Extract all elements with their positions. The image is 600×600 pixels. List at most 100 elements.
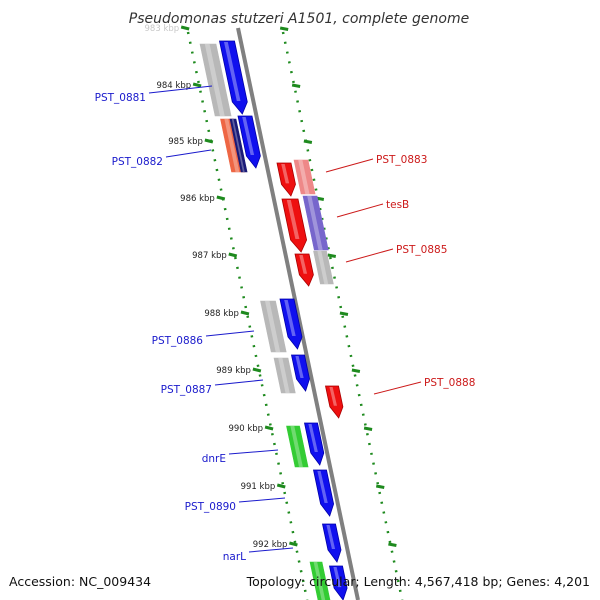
major-tick-inner	[228, 252, 238, 258]
feature-tracks	[199, 40, 348, 600]
cds-arrow-PST_0886-highlight	[284, 300, 296, 336]
label-leader	[148, 85, 213, 94]
major-tick-inner	[276, 483, 286, 489]
cds-arrow-next	[329, 565, 348, 600]
gene-label-reverse: PST_0888	[424, 377, 475, 389]
topology-text: Topology: circular; Length: 4,567,418 bp…	[246, 574, 590, 589]
tick-label: 986 kbp	[180, 194, 215, 204]
gc-box-0882-b	[229, 118, 248, 173]
major-tick-outer	[363, 426, 373, 431]
major-tick-inner	[264, 425, 274, 431]
gene-label-reverse: PST_0885	[396, 244, 447, 256]
cds-arrow-PST_0882-highlight	[242, 117, 255, 155]
label-leader	[238, 497, 286, 503]
gc-box-0882-highlight	[224, 119, 240, 172]
cds-arrow-PST_0881	[219, 40, 248, 115]
label-leader	[248, 547, 294, 553]
rna-box-narL-highlight	[313, 562, 326, 600]
tick-label: 985 kbp	[168, 137, 203, 147]
tick-label: 989 kbp	[216, 366, 251, 376]
cds-arrow-PST_0881-highlight	[224, 42, 241, 101]
cds-arrow-PST_0886	[279, 298, 303, 350]
outer-tick-ring	[281, 31, 404, 600]
rna-box-narL	[309, 561, 331, 600]
gene-label-forward: narL	[223, 551, 246, 563]
cds-arrow-PST_0887-highlight	[295, 356, 304, 378]
label-leader	[214, 379, 264, 386]
cds-arrow-PST_0890-highlight	[317, 471, 328, 503]
cds-arrow-next-highlight	[333, 567, 342, 588]
gc-box-0886	[260, 300, 287, 353]
cds-arrow-tesB-highlight	[286, 200, 300, 239]
tick-label: 990 kbp	[228, 424, 263, 434]
label-leader	[345, 248, 394, 263]
major-tick-inner	[216, 195, 226, 201]
label-leader	[373, 381, 422, 395]
inner-tick-ring	[186, 31, 309, 600]
gene-label-forward: PST_0887	[161, 384, 212, 396]
gc-box-0883	[293, 159, 316, 195]
major-tick-inner	[240, 310, 250, 316]
label-leader	[325, 158, 374, 173]
gene-label-forward: PST_0882	[112, 156, 163, 168]
gc-box-0882-b-highlight	[231, 119, 245, 172]
tick-label: 988 kbp	[204, 309, 239, 319]
tick-rings: 983 kbp 984 kbp 985 kbp 986 kbp 987 kbp 988 k…	[145, 24, 404, 600]
label-leader	[165, 149, 212, 158]
gene-label-forward: dnrE	[202, 453, 226, 465]
cds-arrow-PST_0885-highlight	[299, 255, 308, 274]
major-tick-outer	[279, 26, 289, 31]
cds-arrow-dnrE	[304, 422, 325, 466]
map-title: Pseudomonas stutzeri A1501, complete gen…	[129, 11, 469, 27]
major-tick-inner	[204, 138, 214, 144]
major-tick-outer	[375, 484, 385, 489]
cds-arrow-PST_0883-highlight	[281, 164, 290, 184]
major-tick-inner	[192, 82, 202, 88]
gene-label-forward: PST_0881	[95, 92, 146, 104]
cds-arrow-PST_0887	[291, 354, 310, 392]
cds-arrow-PST_0882	[237, 115, 261, 169]
gc-box-0887-highlight	[278, 358, 290, 393]
major-tick-outer	[351, 368, 361, 373]
cds-arrow-PST_0883	[276, 162, 296, 197]
tick-label: 991 kbp	[241, 482, 276, 492]
major-tick-inner	[289, 541, 298, 547]
label-leader	[336, 203, 384, 218]
gc-box-0883-highlight	[298, 160, 310, 194]
rna-box-dnrE-highlight	[290, 426, 303, 467]
cds-arrow-narL	[322, 523, 342, 563]
gc-box-0881	[199, 43, 232, 117]
rna-box-dnrE	[286, 425, 309, 468]
major-tick-inner	[252, 367, 262, 373]
cds-arrow-PST_0885	[294, 253, 314, 287]
cds-arrow-PST_0888	[325, 385, 344, 419]
label-leader	[205, 330, 255, 337]
label-leader	[228, 449, 279, 455]
cds-arrow-PST_0888-highlight	[329, 387, 337, 406]
gc-box-tesB-highlight	[307, 196, 323, 250]
major-tick-outer	[327, 253, 337, 258]
major-tick-outer	[291, 83, 301, 88]
gene-label-reverse: tesB	[386, 199, 409, 211]
cds-arrow-PST_0890	[313, 469, 335, 517]
gc-box-tesB	[302, 195, 329, 251]
tick-label: 984 kbp	[156, 81, 191, 91]
gene-label-reverse: PST_0883	[376, 154, 427, 166]
accession-text: Accession: NC_009434	[9, 574, 151, 589]
major-tick-outer	[339, 311, 349, 316]
gene-label-forward: PST_0886	[152, 335, 204, 347]
tick-label: 983 kbp	[145, 24, 180, 34]
gc-box-0885	[313, 250, 334, 285]
gc-box-0887	[273, 357, 296, 394]
gc-box-0886-highlight	[265, 301, 281, 352]
major-tick-inner	[180, 25, 190, 31]
cds-arrow-narL-highlight	[326, 525, 336, 549]
tick-label: 987 kbp	[192, 251, 227, 261]
tick-label: 992 kbp	[253, 540, 288, 550]
genome-backbone	[236, 27, 360, 600]
cds-arrow-tesB	[281, 198, 308, 253]
gene-labels: PST_0881 PST_0882 PST_0886 PST_0887 dnrE PST_…	[95, 85, 475, 563]
major-tick-outer	[388, 542, 397, 547]
gc-box-0885-highlight	[317, 251, 329, 284]
